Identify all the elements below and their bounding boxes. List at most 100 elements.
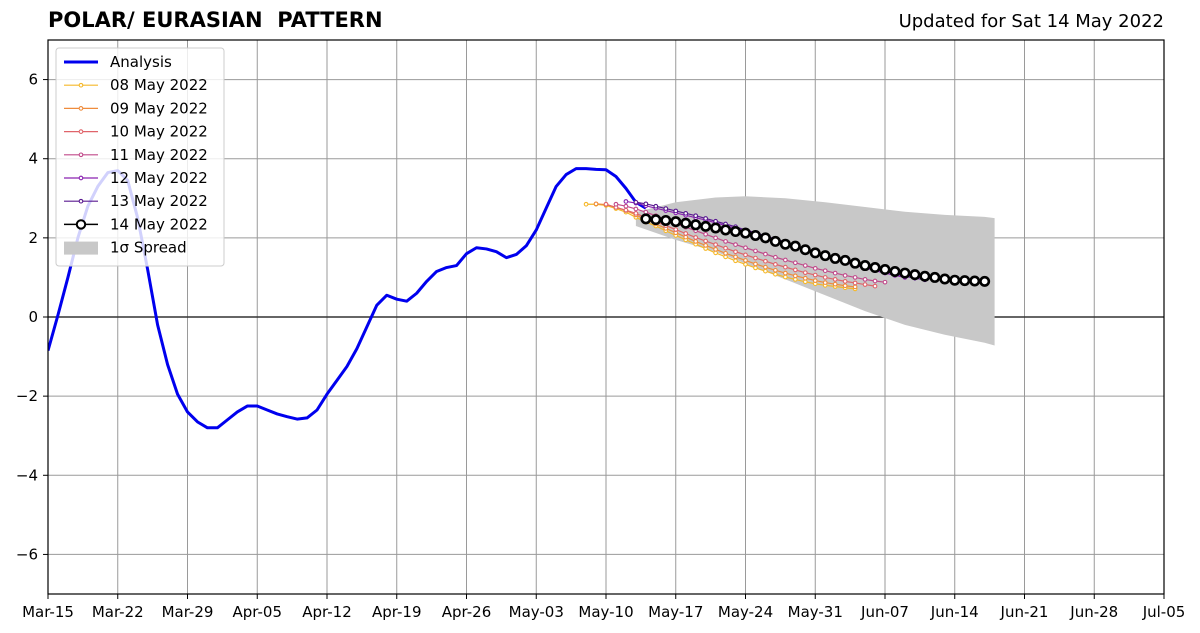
forecast-point-2 — [763, 264, 768, 270]
forecast-point-3 — [693, 235, 699, 240]
legend-swatch-marker — [78, 175, 84, 181]
x-tick-label: Apr-12 — [302, 603, 352, 621]
forecast-point-1 — [763, 268, 768, 274]
legend-label: 11 May 2022 — [110, 146, 208, 164]
legend-swatch-spread — [64, 241, 98, 255]
legend-label: 09 May 2022 — [110, 99, 208, 117]
forecast-point-7 — [660, 214, 672, 226]
y-tick-label: 2 — [28, 229, 38, 247]
forecast-point-7 — [700, 220, 712, 232]
forecast-point-3 — [713, 242, 718, 247]
forecast-point-3 — [603, 201, 609, 207]
forecast-point-4 — [842, 273, 848, 278]
forecast-point-1 — [773, 271, 778, 277]
forecast-point-7 — [650, 214, 662, 226]
forecast-point-3 — [743, 252, 748, 258]
forecast-point-4 — [733, 242, 738, 247]
forecast-point-1 — [783, 274, 788, 280]
x-tick-label: May-10 — [578, 603, 633, 621]
forecast-point-1 — [743, 262, 748, 267]
x-tick-label: May-24 — [718, 603, 773, 621]
forecast-point-7 — [789, 240, 801, 252]
forecast-point-4 — [852, 275, 858, 280]
updated-date: Updated for Sat 14 May 2022 — [898, 11, 1164, 32]
forecast-point-4 — [812, 265, 818, 271]
forecast-point-7 — [979, 275, 991, 287]
page-title: POLAR/ EURASIAN PATTERN — [48, 8, 383, 32]
forecast-point-3 — [852, 280, 858, 286]
x-tick-label: May-17 — [648, 603, 703, 621]
y-tick-label: −2 — [16, 387, 38, 405]
forecast-point-6 — [693, 213, 699, 219]
forecast-point-7 — [839, 254, 851, 266]
forecast-point-3 — [703, 238, 708, 244]
forecast-point-1 — [753, 265, 758, 271]
legend-label: Analysis — [110, 53, 172, 71]
forecast-point-7 — [779, 238, 791, 250]
forecast-point-7 — [899, 267, 911, 279]
forecast-point-7 — [680, 217, 692, 229]
forecast-point-4 — [613, 201, 619, 207]
forecast-point-2 — [743, 258, 748, 263]
forecast-point-3 — [872, 283, 878, 289]
forecast-point-7 — [929, 271, 941, 283]
forecast-point-3 — [862, 282, 868, 287]
forecast-point-2 — [783, 270, 788, 276]
x-tick-label: Jul-05 — [1142, 603, 1186, 621]
forecast-point-2 — [733, 254, 738, 260]
forecast-point-7 — [640, 213, 652, 225]
forecast-point-3 — [683, 231, 689, 236]
forecast-point-3 — [673, 227, 679, 232]
forecast-point-3 — [633, 210, 639, 216]
forecast-point-4 — [822, 268, 828, 274]
forecast-point-3 — [842, 279, 848, 284]
legend-swatch-marker — [78, 106, 84, 111]
forecast-point-3 — [822, 275, 828, 280]
forecast-point-4 — [783, 257, 788, 263]
forecast-point-6 — [673, 208, 679, 214]
x-tick-label: Apr-19 — [372, 603, 422, 621]
forecast-point-4 — [713, 235, 718, 241]
y-tick-label: −6 — [16, 545, 38, 563]
forecast-point-3 — [763, 258, 768, 264]
forecast-point-2 — [792, 273, 798, 279]
forecast-point-7 — [670, 216, 682, 228]
x-tick-label: May-03 — [509, 603, 564, 621]
forecast-line-1 — [586, 203, 856, 290]
forecast-point-2 — [822, 280, 828, 285]
legend-swatch-marker — [75, 219, 87, 230]
forecast-point-6 — [703, 216, 708, 221]
forecast-point-5 — [623, 199, 629, 204]
forecast-point-3 — [723, 245, 728, 251]
forecast-point-4 — [872, 278, 878, 284]
forecast-point-2 — [852, 284, 858, 290]
forecast-point-2 — [723, 250, 728, 256]
forecast-point-7 — [849, 257, 861, 269]
forecast-point-7 — [949, 274, 961, 286]
forecast-point-2 — [693, 239, 699, 244]
forecast-point-7 — [819, 250, 831, 262]
x-tick-label: Jun-07 — [860, 603, 909, 621]
legend-swatch-marker — [78, 198, 84, 204]
forecast-point-4 — [753, 248, 758, 254]
legend-label: 13 May 2022 — [110, 192, 208, 210]
x-tick-label: Mar-15 — [22, 603, 74, 621]
forecast-point-2 — [713, 246, 718, 252]
forecast-point-2 — [832, 281, 838, 287]
forecast-point-1 — [583, 201, 589, 207]
forecast-point-3 — [812, 272, 818, 278]
forecast-point-2 — [802, 275, 808, 281]
forecast-point-7 — [869, 262, 881, 274]
forecast-point-7 — [829, 252, 841, 264]
x-tick-label: Jun-28 — [1069, 603, 1118, 621]
forecast-point-7 — [710, 222, 722, 234]
forecast-point-6 — [643, 201, 649, 207]
forecast-point-7 — [959, 275, 971, 287]
forecast-point-4 — [792, 260, 798, 266]
legend-label: 08 May 2022 — [110, 76, 208, 94]
y-tick-label: −4 — [16, 466, 38, 484]
forecast-point-7 — [909, 269, 921, 281]
forecast-point-4 — [623, 203, 629, 209]
forecast-point-4 — [773, 254, 778, 260]
